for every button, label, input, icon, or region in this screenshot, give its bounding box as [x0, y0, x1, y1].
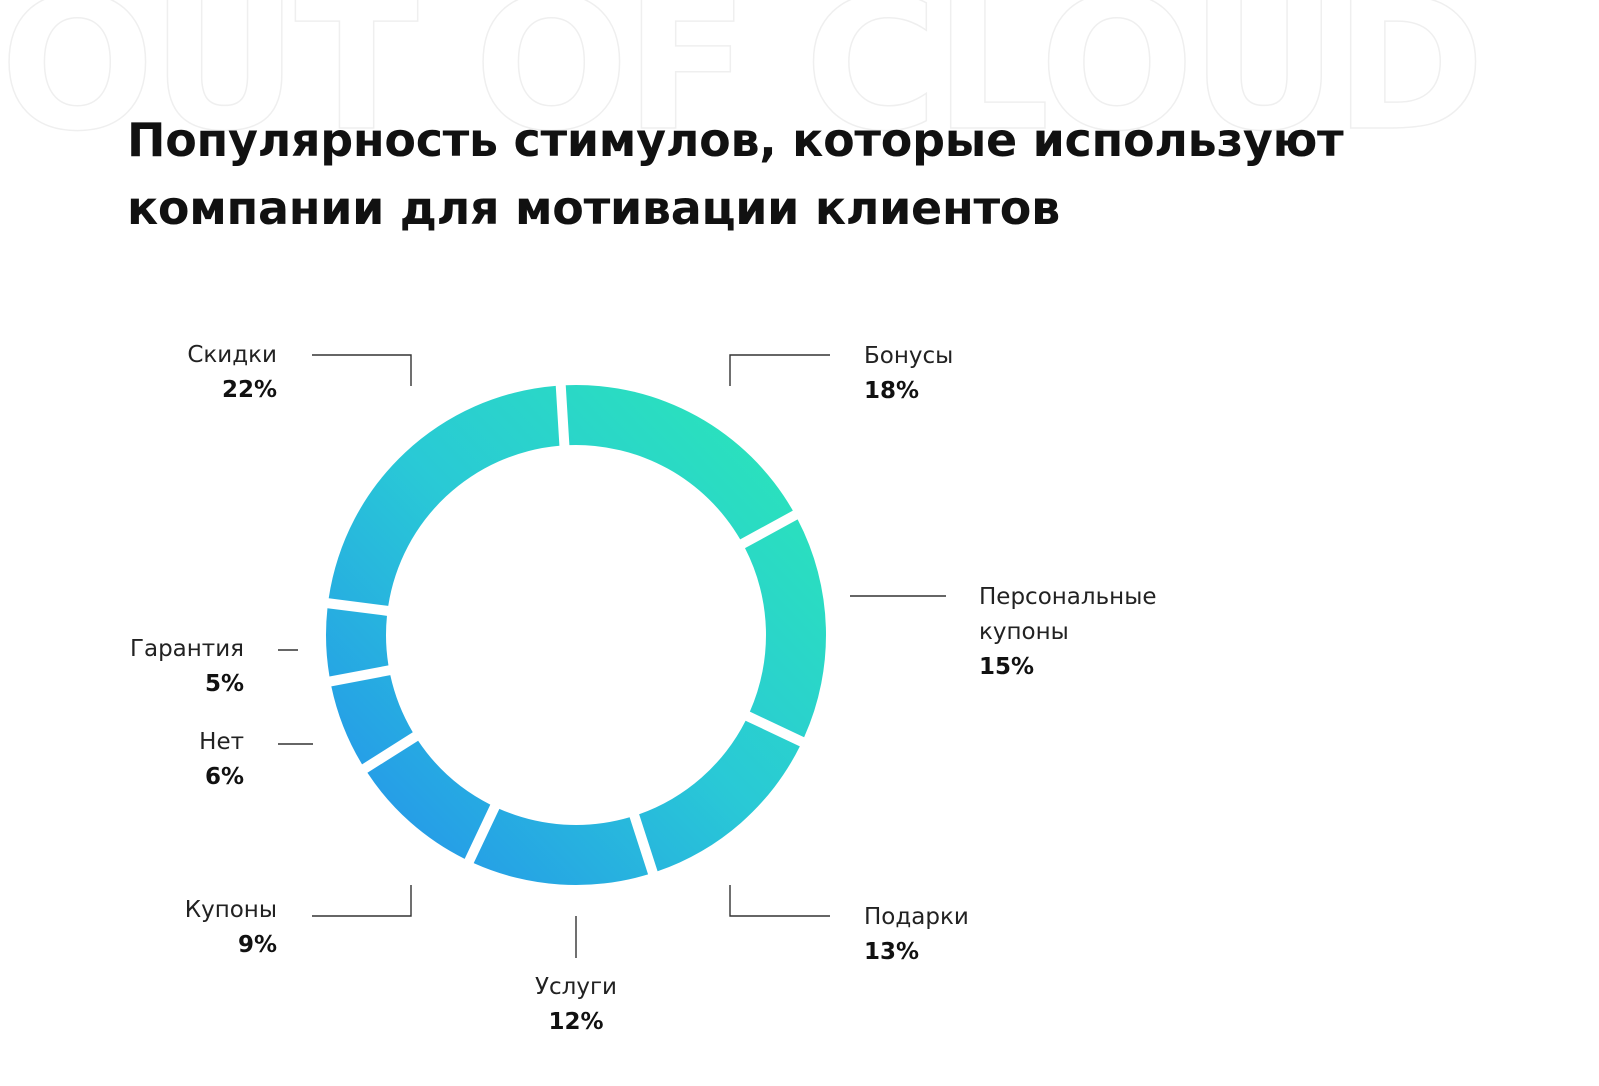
label-name-купоны: Купоны [185, 897, 277, 923]
donut-slices [326, 384, 826, 886]
leader-line-подарки [729, 885, 830, 917]
slice-гарантия [326, 608, 389, 677]
label-value-нет: 6% [205, 764, 244, 790]
label-name-нет: Нет [199, 729, 244, 755]
slice-персональные-купоны [745, 519, 826, 738]
label-value-бонусы: 18% [864, 378, 919, 404]
slice-подарки [639, 720, 800, 872]
label-value-подарки: 13% [864, 939, 919, 965]
label-value-персональные-купоны: 15% [979, 654, 1034, 680]
donut-labels: Бонусы 18% Персональные купоны 15% Подарки 13%… [130, 342, 1157, 1035]
leader-line-скидки [312, 354, 412, 386]
leader-line-бонусы [729, 354, 830, 386]
label-name-скидки: Скидки [187, 342, 277, 368]
label-value-услуги: 12% [548, 1009, 603, 1035]
label-name-услуги: Услуги [535, 974, 617, 1000]
slice-бонусы [565, 384, 793, 540]
label-value-купоны: 9% [238, 932, 277, 958]
label-name-бонусы: Бонусы [864, 343, 953, 369]
label-name-подарки: Подарки [864, 904, 969, 930]
label-name-гарантия: Гарантия [130, 636, 244, 662]
label-name-персональные-купоны-2: купоны [979, 619, 1069, 645]
chart-title-line-1: Популярность стимулов, которые использую… [127, 113, 1344, 167]
chart-title-line-2: компании для мотивации клиентов [127, 181, 1060, 235]
label-name-персональные-купоны-1: Персональные [979, 584, 1157, 610]
slice-скидки [328, 385, 560, 606]
label-value-скидки: 22% [222, 377, 277, 403]
chart-title: Популярность стимулов, которые использую… [127, 106, 1447, 242]
label-value-гарантия: 5% [205, 671, 244, 697]
slice-купоны [367, 740, 491, 859]
leader-line-купоны [312, 885, 412, 917]
slice-нет [331, 675, 413, 765]
slice-услуги [473, 808, 649, 886]
